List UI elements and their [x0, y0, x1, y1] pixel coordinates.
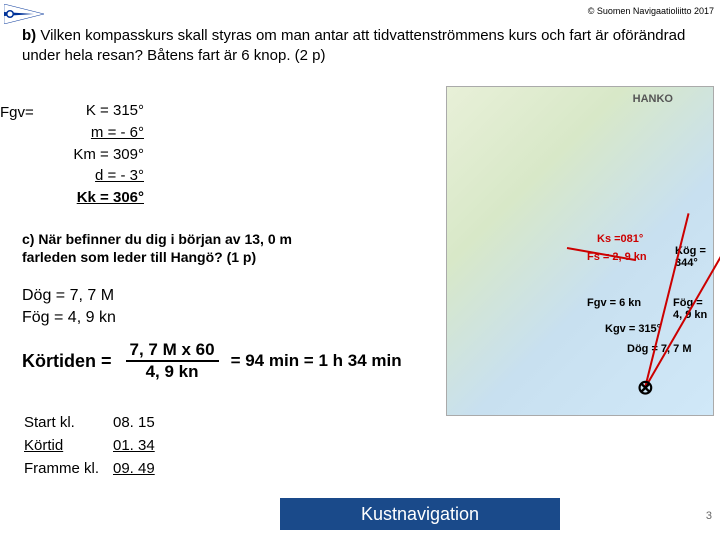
start-label: Start kl. — [24, 412, 111, 433]
calc-kk: Kk = 306° — [56, 187, 144, 209]
map-position-marker: ⊗ — [637, 375, 654, 400]
calc-m: m = - 6° — [56, 122, 144, 144]
dog-fog-values: Dög = 7, 7 M Fög = 4, 9 kn — [22, 285, 116, 330]
question-b-text: Vilken kompasskurs skall styras om man a… — [22, 27, 685, 64]
fraction-numerator: 7, 7 M x 60 — [126, 340, 219, 362]
dog-value: Dög = 7, 7 M — [22, 285, 116, 307]
start-time: 08. 15 — [113, 412, 167, 433]
kortiden-calculation: Körtiden = 7, 7 M x 60 4, 9 kn = 94 min … — [22, 340, 402, 382]
calc-km: Km = 309° — [56, 144, 144, 166]
map-ks-label: Ks =081° — [597, 233, 643, 245]
kortiden-label: Körtiden = — [22, 351, 112, 372]
calc-k: K = 315° — [56, 100, 144, 122]
question-b-label: b) — [22, 27, 36, 44]
kortiden-result: = 94 min = 1 h 34 min — [231, 351, 402, 371]
table-row: Start kl. 08. 15 — [24, 412, 167, 433]
nautical-chart: HANKO Ks =081° Fs = 2, 9 kn Fgv = 6 kn K… — [446, 86, 714, 416]
calculation-block: K = 315° m = - 6° Km = 309° d = - 3° Kk … — [56, 100, 144, 209]
map-kgv-label: Kgv = 315° — [605, 323, 661, 335]
kortiden-fraction: 7, 7 M x 60 4, 9 kn — [126, 340, 219, 382]
kortid-time: 01. 34 — [113, 435, 167, 456]
framme-label: Framme kl. — [24, 458, 111, 479]
map-dog-label: Dög = 7, 7 M — [627, 343, 692, 355]
table-row: Körtid 01. 34 — [24, 435, 167, 456]
fgv-label: Fgv= — [0, 104, 34, 121]
question-b: b) Vilken kompasskurs skall styras om ma… — [22, 26, 712, 65]
fraction-denominator: 4, 9 kn — [142, 362, 203, 382]
page-number: 3 — [706, 510, 712, 522]
calc-d: d = - 3° — [56, 165, 144, 187]
footer-title-bar: Kustnavigation — [280, 498, 560, 530]
time-table: Start kl. 08. 15 Körtid 01. 34 Framme kl… — [22, 410, 169, 481]
table-row: Framme kl. 09. 49 — [24, 458, 167, 479]
logo-flag — [4, 4, 44, 24]
fog-value: Fög = 4, 9 kn — [22, 307, 116, 329]
question-c: c) När befinner du dig i början av 13, 0… — [22, 230, 342, 266]
map-fgv-label: Fgv = 6 kn — [587, 297, 641, 309]
kortid-label: Körtid — [24, 435, 111, 456]
framme-time: 09. 49 — [113, 458, 167, 479]
copyright-text: © Suomen Navigaatioliitto 2017 — [588, 6, 714, 16]
map-hanko-label: HANKO — [633, 93, 673, 105]
